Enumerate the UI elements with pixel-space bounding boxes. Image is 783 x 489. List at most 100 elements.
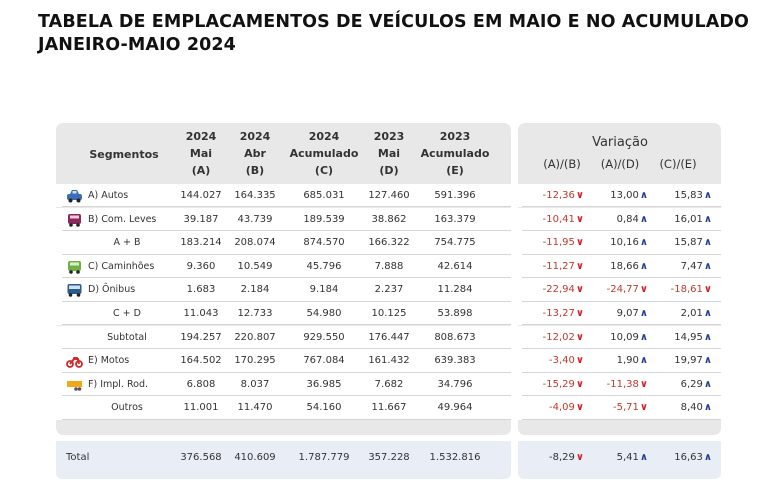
variation-value: -11,38	[606, 378, 639, 390]
column-header-line: (C)	[314, 164, 334, 177]
value-cell: 7.682	[374, 378, 404, 390]
row-separator	[62, 418, 511, 420]
variation-cell: -24,77∨	[590, 278, 654, 301]
table-row: D) Ônibus 1.683 2.184 9.184 2.237 11.284 -22,9…	[56, 278, 721, 302]
segment-label: Outros	[111, 402, 143, 414]
row-separator	[522, 229, 721, 231]
variation-value: 8,40	[680, 402, 703, 414]
variation-value: -12,36	[542, 190, 575, 201]
segment-label: C) Caminhões	[88, 260, 155, 272]
column-header: 2023 Mai (D)	[362, 128, 416, 179]
segment-label: Subtotal	[107, 331, 147, 343]
value-cell: 639.383	[434, 355, 476, 367]
variation-value: -13,27	[542, 308, 575, 319]
variation-value: -18,61	[670, 284, 703, 296]
arrow-up-icon: ∧	[639, 213, 648, 225]
value-cell: 808.673	[434, 331, 476, 343]
arrow-up-icon: ∧	[703, 237, 712, 249]
row-separator	[522, 418, 721, 420]
row-separator	[522, 371, 721, 373]
total-label: Total	[66, 452, 90, 463]
variation-value: -12,02	[542, 331, 575, 343]
row-bg-left	[56, 349, 511, 373]
variation-cell: -11,38∨	[590, 373, 654, 396]
value-cell: 127.460	[368, 190, 410, 201]
variation-cell: -18,61∨	[654, 278, 718, 301]
value-cell: 39.187	[183, 213, 219, 225]
value-cell: 53.898	[437, 308, 473, 319]
value-cell: 170.295	[234, 355, 276, 367]
variation-value: 15,87	[674, 237, 703, 249]
column-header-line: 2024	[185, 130, 217, 143]
header-var-ab: (A)/(B)	[543, 157, 581, 171]
value-cell: 6.808	[186, 378, 216, 390]
value-cell: 194.257	[180, 331, 222, 343]
variation-cell: 10,16∧	[590, 231, 654, 254]
variation-cell: 7,47∧	[654, 255, 718, 278]
value-cell: 43.739	[237, 213, 273, 225]
arrow-down-icon: ∨	[575, 213, 584, 225]
value-cell: 11.470	[237, 402, 273, 414]
arrow-up-icon: ∧	[639, 308, 648, 319]
arrow-up-icon: ∧	[639, 190, 648, 201]
column-header-line: Acumulado	[420, 147, 490, 160]
value-cell: 49.964	[437, 402, 473, 414]
arrow-up-icon: ∧	[703, 452, 712, 463]
column-header-line: Abr	[244, 147, 266, 160]
table-row: Subtotal 194.257 220.807 929.550 176.447 808.…	[56, 325, 721, 349]
value-cell: 11.001	[183, 402, 219, 414]
row-separator	[522, 347, 721, 349]
row-separator	[62, 229, 511, 231]
variation-cell: -11,95∨	[526, 231, 590, 254]
arrow-down-icon: ∨	[575, 355, 584, 367]
arrow-up-icon: ∧	[703, 355, 712, 367]
variation-value: 7,47	[680, 260, 703, 272]
variation-cell: 8,40∧	[654, 396, 718, 419]
variation-cell: -11,27∨	[526, 255, 590, 278]
value-cell: 183.214	[180, 237, 222, 249]
row-separator	[522, 395, 721, 397]
variation-cell: -13,27∨	[526, 302, 590, 325]
arrow-up-icon: ∧	[703, 331, 712, 343]
value-cell: 10.125	[371, 308, 407, 319]
value-cell: 754.775	[434, 237, 476, 249]
column-header-line: (D)	[379, 164, 399, 177]
row-bg-left	[56, 278, 511, 302]
variation-cell: -15,29∨	[526, 373, 590, 396]
variation-value: 2,01	[680, 308, 703, 319]
variation-value: 14,95	[674, 331, 703, 343]
row-bg-right	[518, 325, 721, 349]
variation-cell: -12,36∨	[526, 184, 590, 207]
value-cell: 2.184	[240, 284, 270, 296]
variation-value: -5,71	[613, 402, 639, 414]
table-row: B) Com. Leves 39.187 43.739 189.539 38.862 16…	[56, 207, 721, 231]
variation-cell: 13,00∧	[590, 184, 654, 207]
total-value: 357.228	[368, 452, 410, 463]
table-row: A) Autos 144.027 164.335 685.031 127.460 591.…	[56, 184, 721, 208]
value-cell: 2.237	[374, 284, 404, 296]
row-bg-left	[56, 325, 511, 349]
arrow-down-icon: ∨	[575, 260, 584, 272]
variation-cell: 6,29∧	[654, 373, 718, 396]
row-separator	[522, 253, 721, 255]
row-bg-right	[518, 302, 721, 326]
row-separator	[62, 253, 511, 255]
row-separator	[62, 371, 511, 373]
value-cell: 166.322	[368, 237, 410, 249]
variation-cell: 16,01∧	[654, 208, 718, 231]
arrow-up-icon: ∧	[639, 331, 648, 343]
variation-value: 1,90	[616, 355, 639, 367]
row-bg-right	[518, 184, 721, 208]
row-separator	[62, 206, 511, 208]
variation-value: -22,94	[542, 284, 575, 296]
value-cell: 8.037	[240, 378, 270, 390]
row-separator	[522, 206, 721, 208]
value-cell: 54.980	[306, 308, 342, 319]
column-header-line: 2023	[373, 130, 405, 143]
segment-label: E) Motos	[88, 355, 130, 367]
total-value: 1.787.779	[298, 452, 350, 463]
header-segmentos: Segmentos	[89, 148, 159, 161]
variation-value: 6,29	[680, 378, 703, 390]
variation-cell: -22,94∨	[526, 278, 590, 301]
car-icon	[66, 188, 83, 203]
